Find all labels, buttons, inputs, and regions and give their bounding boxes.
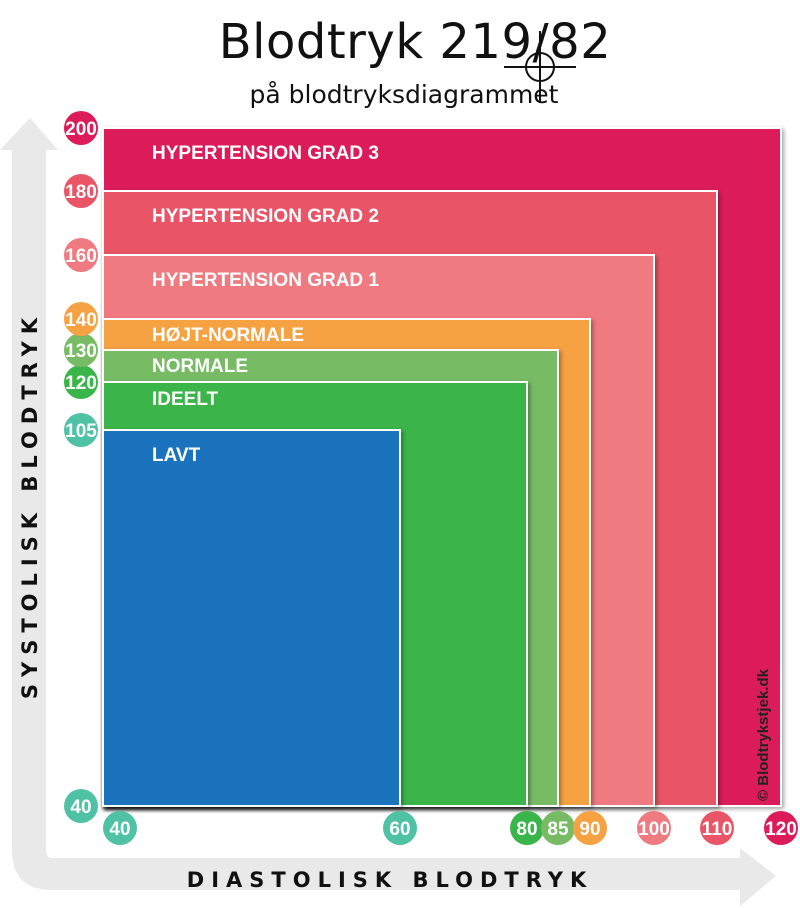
y-tick-badge [64,413,98,447]
zone-label-ideelt: IDEELT [152,389,219,410]
credit-text: © Blodtrykstjek.dk [755,668,772,801]
x-tick-label: 40 [109,819,130,840]
page-title: Blodtryk 219/82 [218,14,612,70]
x-tick-badge [637,811,671,845]
y-tick-label: 180 [65,182,97,203]
x-tick-badge [383,811,417,845]
page-subtitle: på blodtryksdiagrammet [249,80,559,109]
x-tick-badge [573,811,607,845]
y-axis-title: SYSTOLISK BLODTRYK [18,311,42,699]
x-tick-label: 120 [765,819,797,840]
x-tick-badge [764,811,798,845]
y-tick-label: 160 [65,246,97,267]
zone-lavt [102,429,401,807]
y-tick-badge [64,174,98,208]
x-tick-badge [700,811,734,845]
y-tick-badge [64,238,98,272]
marker [504,31,576,103]
y-tick-label: 120 [65,373,97,394]
y-tick-badge [64,111,98,145]
y-tick-label: 200 [65,119,97,140]
zone-label-hojt-normale: HØJT-NORMALE [152,325,304,346]
x-tick-label: 60 [389,819,410,840]
x-tick-label: 85 [547,819,569,840]
zone-label-lavt: LAVT [152,445,201,466]
y-tick-badge [64,365,98,399]
y-tick-label: 130 [65,341,97,362]
x-tick-badge [541,811,575,845]
y-tick-label: 105 [65,421,97,442]
x-axis-arrow [12,848,776,906]
y-tick-label: 140 [65,310,97,331]
axis-ticks: 40 105 120 130 140 160 180 200 40 60 80 85 90 100 110 1… [64,111,798,845]
zone-label-normale: NORMALE [152,356,248,377]
zone-label-hypertension-grad-2: HYPERTENSION GRAD 2 [152,206,379,227]
y-tick-badge [64,302,98,336]
x-tick-label: 80 [516,819,537,840]
x-tick-badge [510,811,544,845]
zones-layer [102,127,782,807]
x-axis-title: DIASTOLISK BLODTRYK [187,868,593,892]
zone-label-hypertension-grad-1: HYPERTENSION GRAD 1 [152,270,379,291]
zone-label-hypertension-grad-3: HYPERTENSION GRAD 3 [152,143,379,164]
zone-labels: HYPERTENSION GRAD 3 HYPERTENSION GRAD 2 HY… [152,143,379,466]
y-tick-badge [64,333,98,367]
y-tick-label: 40 [70,797,91,818]
x-tick-label: 100 [638,819,670,840]
y-axis-arrow [0,118,58,850]
x-tick-label: 90 [579,819,600,840]
x-tick-label: 110 [702,819,733,840]
x-tick-badge [103,811,137,845]
y-tick-badge [64,789,98,823]
